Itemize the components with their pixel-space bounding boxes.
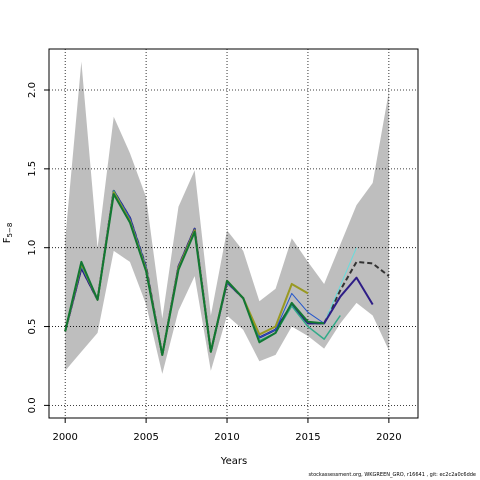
axes: 2000 2005 2010 2015 2020 0.0 0.5 1.0 1.5 2.0	[27, 48, 419, 443]
y-axis-title-main: F	[2, 237, 13, 243]
x-tick-label: 2015	[295, 432, 320, 443]
series-line-7	[64, 193, 325, 356]
x-tick-label: 2000	[52, 432, 77, 443]
y-tick-label: 1.5	[27, 161, 38, 177]
x-tick-label: 2020	[376, 432, 401, 443]
y-tick-label: 1.0	[27, 240, 38, 256]
plot-frame	[48, 48, 419, 419]
y-tick-label: 0.0	[27, 397, 38, 413]
footer-credit: stockassessment.org, WKGREEN_GRO, r16641…	[308, 472, 476, 478]
plot-area	[49, 49, 418, 418]
y-tick-label: 0.5	[27, 319, 38, 335]
y-axis-title: F5−8	[2, 223, 14, 244]
x-axis-title: Years	[220, 456, 247, 467]
y-axis-title-subscript: 5−8	[6, 223, 14, 238]
x-tick-label: 2005	[133, 432, 158, 443]
x-tick-label: 2010	[214, 432, 239, 443]
series-line-1	[64, 189, 390, 356]
y-tick-label: 2.0	[27, 82, 38, 98]
